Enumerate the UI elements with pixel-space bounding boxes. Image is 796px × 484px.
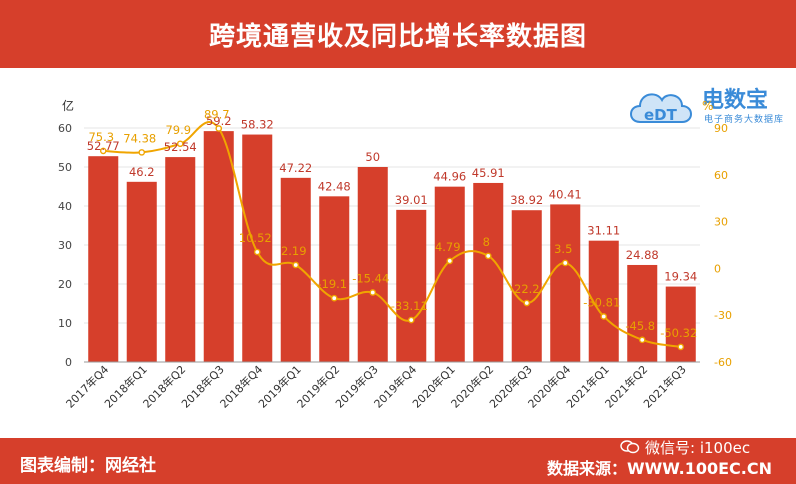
revenue-bar	[473, 182, 504, 362]
header-bar: 跨境通营收及同比增长率数据图	[0, 0, 796, 68]
growth-rate-point	[677, 343, 685, 351]
bar-value-label: 38.92	[510, 193, 543, 207]
y-left-tick-label: 50	[58, 161, 72, 174]
y-right-unit: %	[702, 99, 713, 113]
logo-subtitle: 电子商务大数据库	[704, 115, 785, 125]
y-left-tick-label: 0	[65, 356, 72, 369]
bar-value-label: 46.2	[129, 165, 155, 179]
growth-rate-point	[99, 147, 107, 155]
bar-value-label: 58.32	[241, 118, 274, 132]
bar-value-label: 42.48	[318, 179, 351, 193]
y-left-tick-label: 20	[58, 278, 72, 291]
y-left-unit: 亿	[62, 98, 74, 113]
revenue-bar	[280, 177, 311, 362]
bar-value-label: 19.34	[664, 270, 697, 284]
growth-rate-point	[523, 299, 531, 307]
line-value-label: 89.7	[204, 107, 230, 121]
line-value-label: -50.32	[660, 326, 697, 340]
line-value-label: -15.44	[352, 271, 389, 285]
growth-rate-point	[253, 248, 261, 256]
logo-name: 电数宝	[702, 88, 769, 113]
y-right-tick-label: 60	[714, 169, 728, 182]
bar-value-label: 31.11	[587, 224, 620, 238]
revenue-bar	[550, 204, 581, 362]
bar-value-label: 47.22	[279, 161, 312, 175]
line-value-label: 4.79	[435, 240, 461, 254]
revenue-bar	[88, 156, 119, 362]
bar-value-label: 40.41	[549, 187, 582, 201]
cloud-logo-icon: eDT	[630, 93, 692, 124]
revenue-bar	[242, 134, 273, 362]
footer-source: 数据来源：WWW.100EC.CN	[546, 459, 772, 478]
line-value-label: 3.5	[554, 242, 572, 256]
y-right-tick-label: 0	[714, 262, 721, 275]
y-right-tick-label: 30	[714, 216, 728, 229]
growth-rate-point	[176, 140, 184, 148]
revenue-bar	[511, 210, 542, 362]
growth-rate-point	[638, 336, 646, 344]
bar-value-label: 44.96	[433, 170, 466, 184]
revenue-bar	[165, 157, 196, 362]
logo-mark: eDT	[644, 106, 678, 124]
footer-credit: 图表编制：网经社	[20, 456, 156, 476]
y-left-tick-label: 30	[58, 239, 72, 252]
bar-value-label: 39.01	[395, 193, 428, 207]
y-right-tick-label: -60	[714, 356, 732, 369]
bar-value-label: 52.54	[164, 140, 197, 154]
line-value-label: 10.52	[239, 231, 272, 245]
bar-value-label: 45.91	[472, 166, 505, 180]
growth-rate-point	[330, 294, 338, 302]
revenue-bar	[126, 181, 157, 362]
bar-value-label: 59.2	[206, 114, 232, 128]
revenue-bar	[357, 167, 388, 362]
line-series	[99, 121, 685, 351]
edt-logo: eDT 电数宝 电子商务大数据库	[626, 76, 792, 136]
line-value-label: -22.2	[510, 282, 540, 296]
bar-value-label: 52.77	[87, 139, 120, 153]
data-labels: 52.77 46.2 52.54 59.2 58.32 47.22 42.48 50 39.01…	[87, 107, 698, 339]
bar-value-label: 24.88	[626, 248, 659, 262]
wechat-icon	[620, 440, 640, 454]
y-right-tick-label: 90	[714, 122, 728, 135]
bar-series	[88, 131, 696, 362]
line-value-label: 79.9	[165, 123, 191, 137]
revenue-bar	[203, 131, 234, 362]
growth-rate-point	[215, 125, 223, 132]
revenue-bar	[319, 196, 350, 362]
line-value-label: 75.3	[88, 130, 114, 144]
growth-rate-point	[407, 316, 415, 324]
y-right-tick-label: -30	[714, 309, 732, 322]
line-value-label: -45.8	[625, 319, 655, 333]
chart-title: 跨境通营收及同比增长率数据图	[208, 21, 587, 52]
y-left-tick-label: 40	[58, 200, 72, 213]
growth-rate-line	[103, 121, 681, 348]
line-value-label: 8	[483, 235, 490, 249]
revenue-bar	[627, 264, 658, 362]
growth-rate-point	[561, 259, 569, 267]
wechat-text: 微信号: i100ec	[645, 438, 751, 457]
line-value-label: -30.81	[583, 295, 620, 309]
growth-rate-point	[600, 313, 608, 320]
revenue-bar	[396, 209, 427, 362]
line-value-label: 2.19	[281, 244, 307, 258]
growth-rate-point	[292, 261, 300, 269]
y-left-tick-label: 60	[58, 122, 72, 135]
footer-bar: 图表编制：网经社 数据来源：WWW.100EC.CN	[0, 438, 796, 484]
growth-rate-point	[446, 257, 454, 265]
line-value-label: -33.11	[391, 299, 428, 313]
wechat-id: 微信号: i100ec	[620, 438, 751, 457]
revenue-bar	[665, 286, 696, 362]
growth-rate-point	[369, 289, 377, 296]
chart-svg: 0102030405060亿-60-300306090%2017年Q42018年…	[58, 98, 732, 411]
y-left-tick-label: 10	[58, 317, 72, 330]
line-value-label: 74.38	[123, 131, 156, 145]
line-value-label: -19.1	[317, 277, 347, 291]
growth-rate-point	[484, 252, 492, 260]
bar-value-label: 50	[365, 150, 380, 164]
growth-rate-point	[138, 149, 146, 156]
